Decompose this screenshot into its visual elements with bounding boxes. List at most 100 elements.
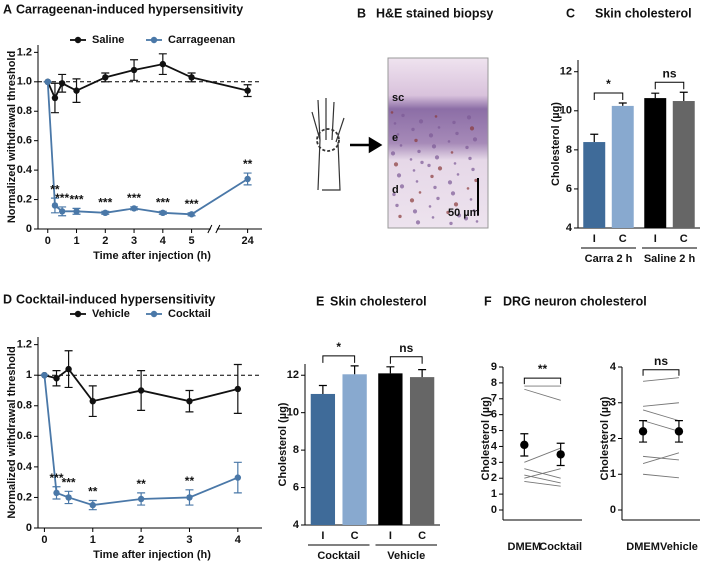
bar <box>583 142 606 228</box>
x-tick-label: 0 <box>45 235 51 247</box>
data-point <box>73 208 80 215</box>
x-tick-label: 2 <box>102 235 108 247</box>
pair-line <box>643 377 679 382</box>
y-tick-label: 10 <box>560 105 572 117</box>
cell-nucleus <box>393 162 399 167</box>
y-tick-label: 0.2 <box>17 193 32 205</box>
cell-nucleus <box>417 149 421 154</box>
cell-nucleus <box>472 209 476 212</box>
y-axis-label: Cholesterol (µg) <box>599 396 611 480</box>
region-label: e <box>392 132 398 144</box>
data-point <box>44 78 51 86</box>
data-point <box>188 74 195 81</box>
panel-title: Skin cholesterol <box>330 294 427 308</box>
significance-label: *** <box>156 196 170 210</box>
error-bar <box>618 102 627 106</box>
pair-line <box>524 447 561 463</box>
data-point <box>244 175 251 183</box>
cell-nucleus <box>430 174 434 179</box>
data-point <box>89 501 96 509</box>
y-tick-label: 12 <box>560 66 572 78</box>
cell-nucleus <box>420 160 424 165</box>
cell-nucleus <box>392 192 396 197</box>
significance-label: *** <box>185 197 199 211</box>
x-tick-label: C <box>418 530 426 542</box>
mean-point <box>556 450 565 459</box>
cell-nucleus <box>447 180 453 185</box>
error-bar <box>418 369 427 378</box>
significance-label: ** <box>185 474 195 488</box>
y-tick-label: 7 <box>491 393 497 405</box>
bar <box>342 374 367 525</box>
x-tick-label: Cocktail <box>539 541 582 553</box>
y-tick-label: 8 <box>293 444 299 456</box>
significance-label: ns <box>399 341 413 355</box>
significance-label: *** <box>55 191 69 205</box>
y-tick-label: 0 <box>26 223 32 235</box>
y-tick-label: 0.4 <box>17 461 33 473</box>
cell-nucleus <box>453 202 459 207</box>
group-label: Saline 2 h <box>644 253 696 265</box>
y-tick-label: 4 <box>610 361 617 373</box>
cell-nucleus <box>456 213 462 218</box>
significance-bracket <box>523 377 562 385</box>
mean-point <box>674 427 684 436</box>
cell-nucleus <box>399 144 403 147</box>
significance-bracket <box>322 355 356 363</box>
significance-label: ** <box>88 485 98 499</box>
data-point <box>234 385 242 393</box>
cell-nucleus <box>466 115 472 120</box>
significance-label: * <box>336 340 341 354</box>
y-tick-label: 0.8 <box>17 400 32 412</box>
y-tick-label: 10 <box>287 407 299 419</box>
cell-nucleus <box>395 203 399 208</box>
significance-label: *** <box>62 475 76 489</box>
data-point <box>137 495 145 503</box>
x-tick-label: Vehicle <box>660 541 698 553</box>
data-point <box>159 60 167 68</box>
cell-nucleus <box>436 196 440 201</box>
error-bar <box>679 91 688 102</box>
x-tick-label: 2 <box>138 534 144 546</box>
significance-label: ** <box>538 362 548 376</box>
bar <box>672 101 695 228</box>
y-tick-label: 6 <box>293 481 299 493</box>
legend-label: Cocktail <box>168 308 211 320</box>
cell-nucleus <box>468 156 472 161</box>
significance-label: *** <box>127 191 141 205</box>
data-point <box>58 80 66 87</box>
cell-nucleus <box>469 126 475 131</box>
cell-nucleus <box>463 216 469 221</box>
mean-point <box>520 440 529 450</box>
region-label: d <box>392 184 399 196</box>
panel-title: DRG neuron cholesterol <box>503 294 647 308</box>
cell-nucleus <box>446 210 450 215</box>
cell-nucleus <box>390 111 394 114</box>
panel-letter: F <box>484 294 492 308</box>
group-label: Carra 2 h <box>585 253 633 265</box>
legend-label: Carrageenan <box>168 34 236 46</box>
panel-title: Carrageenan-induced hypersensitivity <box>16 2 243 16</box>
paw-icon <box>311 98 345 191</box>
cell-nucleus <box>450 151 454 154</box>
x-tick-label: I <box>593 233 596 245</box>
cell-nucleus <box>449 221 453 226</box>
y-tick-label: 0.2 <box>17 491 32 503</box>
significance-bracket <box>593 92 624 100</box>
cell-nucleus <box>418 191 422 194</box>
data-point <box>73 87 80 94</box>
cell-nucleus <box>471 167 475 172</box>
y-tick-label: 1 <box>26 369 32 381</box>
y-tick-label: 1 <box>491 488 497 500</box>
cell-nucleus <box>396 173 402 178</box>
data-point <box>51 94 59 102</box>
y-tick-label: 0.4 <box>17 164 33 176</box>
x-tick-label: 5 <box>189 235 195 247</box>
y-tick-label: 8 <box>566 144 572 156</box>
y-tick-label: 1.0 <box>17 76 32 88</box>
x-tick-label: DMEM <box>508 541 542 553</box>
y-tick-label: 2 <box>610 432 616 444</box>
data-point <box>53 375 60 382</box>
region-label: sc <box>392 92 404 104</box>
y-tick-label: 4 <box>293 519 300 531</box>
